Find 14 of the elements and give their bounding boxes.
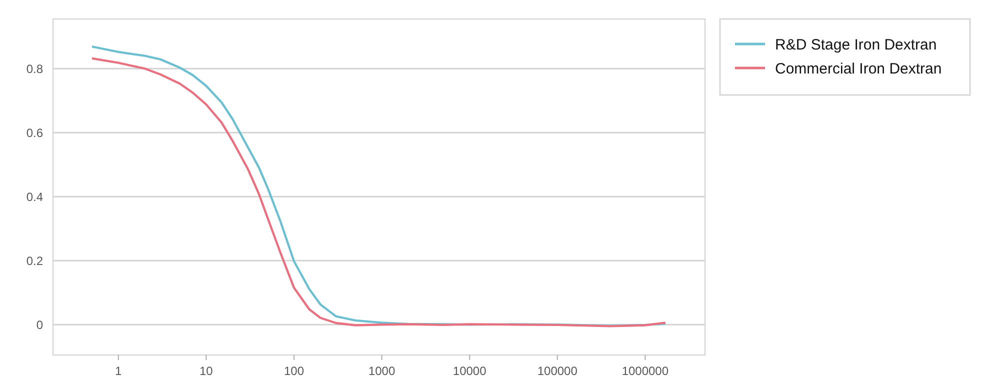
x-tick-label: 10 [200, 364, 214, 378]
legend-label: R&D Stage Iron Dextran [775, 36, 937, 54]
x-tick-label: 1000 [368, 364, 396, 378]
y-tick-label: 0 [36, 318, 44, 332]
y-tick-label: 0.6 [26, 126, 44, 140]
x-tick-label: 1000000 [622, 364, 669, 378]
x-tick-label: 10000 [452, 364, 487, 378]
x-tick-label: 100000 [537, 364, 578, 378]
x-tick-label: 1 [115, 364, 122, 378]
y-tick-label: 0.8 [26, 62, 44, 76]
y-tick-label: 0.2 [26, 254, 44, 268]
x-tick-label: 100 [284, 364, 304, 378]
legend-label: Commercial Iron Dextran [775, 60, 942, 78]
y-tick-label: 0.4 [26, 190, 44, 204]
